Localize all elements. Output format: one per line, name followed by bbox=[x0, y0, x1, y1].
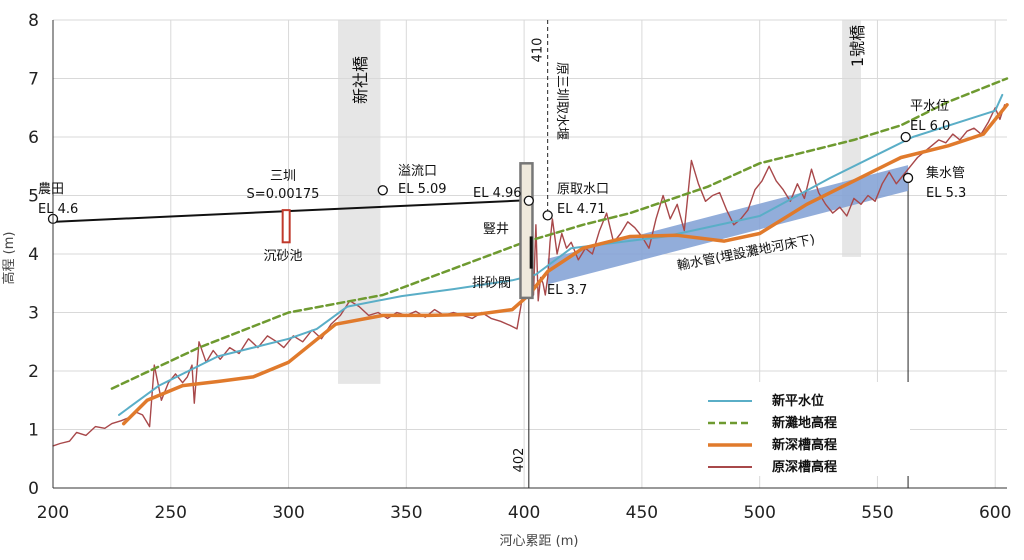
y-axis-label: 高程 (m) bbox=[1, 232, 17, 285]
x-tick-label-4: 400 bbox=[508, 503, 540, 523]
water-level-label: 平水位 bbox=[910, 99, 949, 114]
legend: 新平水位 新灘地高程 新深槽高程 原深槽高程 bbox=[700, 382, 910, 476]
water-level-el-label: EL 6.0 bbox=[910, 119, 950, 134]
legend-entry-orig: 原深槽高程 bbox=[772, 459, 837, 475]
point-marker-5 bbox=[902, 172, 914, 184]
shaft-label: 豎井 bbox=[483, 222, 509, 237]
bridge-label-xinshe: 新社橋 bbox=[351, 56, 370, 104]
y-tick-label-1: 1 bbox=[28, 421, 39, 441]
x-tick-label-8: 600 bbox=[979, 503, 1011, 523]
y-tick-label-5: 5 bbox=[28, 187, 39, 207]
y-tick-label-2: 2 bbox=[28, 362, 39, 382]
point-marker-4 bbox=[900, 131, 911, 143]
shaft-box bbox=[519, 162, 534, 300]
x-tick-label-7: 550 bbox=[861, 503, 893, 523]
sediment-pond-box bbox=[281, 209, 291, 244]
x-tick-label-0: 200 bbox=[37, 503, 69, 523]
x-tick-label-1: 250 bbox=[155, 503, 187, 523]
point-marker-2 bbox=[523, 195, 534, 206]
x-tick-label-2: 300 bbox=[272, 503, 304, 523]
x-tick-label-6: 500 bbox=[743, 503, 775, 523]
orig-intake-label: 原取水口 bbox=[557, 182, 609, 197]
station-label-410: 410 bbox=[531, 38, 546, 63]
conduit-slope-label: S=0.00175 bbox=[247, 187, 320, 202]
point-marker-3 bbox=[542, 210, 553, 221]
sluice-label: 排砂閥 bbox=[472, 276, 511, 291]
legend-background bbox=[700, 382, 910, 476]
overflow-el-label: EL 5.09 bbox=[398, 182, 447, 197]
legend-entry-deep: 新深槽高程 bbox=[772, 437, 837, 453]
shaft-el-label: EL 4.96 bbox=[473, 186, 522, 201]
farm-el-label: EL 4.6 bbox=[38, 202, 78, 217]
x-tick-label-5: 450 bbox=[626, 503, 658, 523]
overflow-label: 溢流口 bbox=[398, 164, 437, 179]
series-new-water-level bbox=[118, 93, 1004, 416]
irrigation-conduit-line bbox=[52, 199, 529, 223]
collector-el-label: EL 5.3 bbox=[926, 186, 966, 201]
station-label-402: 402 bbox=[512, 448, 527, 473]
series-original-deep-channel bbox=[52, 104, 1006, 447]
legend-entry-flood: 新灘地高程 bbox=[772, 415, 837, 431]
conduit-name-label: 三圳 bbox=[270, 169, 296, 184]
sluice-el-label: EL 3.7 bbox=[547, 283, 587, 298]
water-pipe-band bbox=[547, 165, 909, 285]
y-tick-label-8: 8 bbox=[28, 11, 39, 31]
orig-intake-el-label: EL 4.71 bbox=[557, 202, 606, 217]
x-tick-label-3: 350 bbox=[390, 503, 422, 523]
bridge-label-1: 1號橋 bbox=[848, 25, 867, 67]
collector-label: 集水管 bbox=[926, 165, 965, 181]
series-new-floodplain bbox=[110, 77, 1009, 390]
series-new-deep-channel bbox=[121, 103, 1009, 426]
y-tick-label-0: 0 bbox=[28, 479, 39, 499]
sediment-pond-label: 沉砂池 bbox=[263, 249, 302, 264]
weir-label: 原三圳取水堰 bbox=[554, 62, 569, 140]
farm-label: 農田 bbox=[38, 182, 64, 197]
legend-entry-water: 新平水位 bbox=[772, 393, 824, 409]
y-tick-label-4: 4 bbox=[28, 245, 39, 265]
y-tick-label-7: 7 bbox=[28, 70, 39, 90]
x-axis-label: 河心累距 (m) bbox=[500, 534, 579, 549]
point-marker-1 bbox=[377, 185, 388, 196]
y-tick-label-6: 6 bbox=[28, 128, 39, 148]
y-tick-label-3: 3 bbox=[28, 304, 39, 324]
